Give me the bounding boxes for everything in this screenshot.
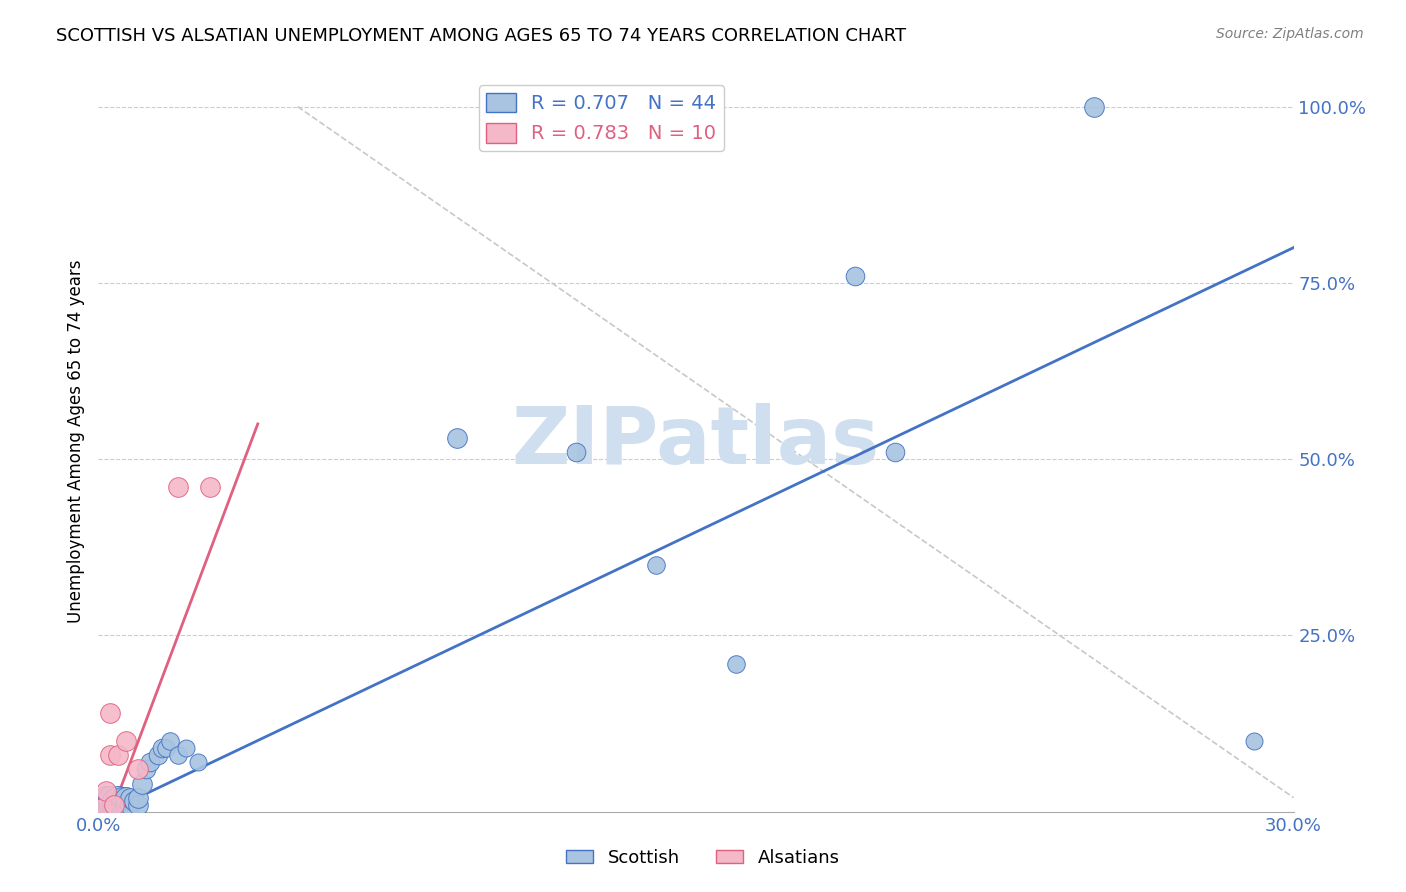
- Point: [135, 763, 157, 777]
- Point: [1243, 734, 1265, 748]
- Point: [103, 794, 125, 808]
- Point: [115, 790, 138, 805]
- Point: [120, 797, 142, 812]
- Point: [96, 801, 118, 815]
- Point: [120, 790, 142, 805]
- Point: [103, 797, 125, 812]
- Point: [645, 558, 668, 572]
- Point: [565, 445, 588, 459]
- Text: ZIPatlas: ZIPatlas: [512, 402, 880, 481]
- Point: [96, 790, 118, 805]
- Point: [155, 741, 177, 756]
- Point: [103, 801, 125, 815]
- Legend: R = 0.707   N = 44, R = 0.783   N = 10: R = 0.707 N = 44, R = 0.783 N = 10: [478, 85, 724, 151]
- Point: [107, 790, 129, 805]
- Point: [98, 790, 122, 805]
- Point: [446, 431, 468, 445]
- Point: [98, 797, 122, 812]
- Point: [91, 801, 114, 815]
- Point: [115, 734, 138, 748]
- Point: [96, 797, 118, 812]
- Point: [127, 790, 149, 805]
- Point: [111, 790, 134, 805]
- Point: [107, 748, 129, 763]
- Point: [107, 797, 129, 812]
- Point: [98, 794, 122, 808]
- Point: [131, 776, 153, 790]
- Point: [127, 763, 149, 777]
- Point: [103, 797, 125, 812]
- Point: [884, 445, 907, 459]
- Point: [150, 741, 173, 756]
- Point: [724, 657, 747, 671]
- Point: [111, 797, 134, 812]
- Point: [96, 783, 118, 797]
- Point: [107, 801, 129, 815]
- Point: [91, 794, 114, 808]
- Text: Source: ZipAtlas.com: Source: ZipAtlas.com: [1216, 27, 1364, 41]
- Point: [91, 801, 114, 815]
- Point: [187, 756, 209, 770]
- Point: [1083, 100, 1105, 114]
- Point: [98, 748, 122, 763]
- Point: [96, 794, 118, 808]
- Point: [98, 801, 122, 815]
- Point: [115, 797, 138, 812]
- Point: [139, 756, 162, 770]
- Point: [167, 748, 190, 763]
- Y-axis label: Unemployment Among Ages 65 to 74 years: Unemployment Among Ages 65 to 74 years: [66, 260, 84, 624]
- Point: [91, 797, 114, 812]
- Point: [148, 748, 170, 763]
- Text: SCOTTISH VS ALSATIAN UNEMPLOYMENT AMONG AGES 65 TO 74 YEARS CORRELATION CHART: SCOTTISH VS ALSATIAN UNEMPLOYMENT AMONG …: [56, 27, 907, 45]
- Point: [159, 734, 181, 748]
- Point: [127, 797, 149, 812]
- Point: [844, 268, 866, 283]
- Point: [124, 794, 146, 808]
- Point: [98, 706, 122, 720]
- Point: [198, 480, 221, 494]
- Legend: Scottish, Alsatians: Scottish, Alsatians: [560, 842, 846, 874]
- Point: [174, 741, 197, 756]
- Point: [167, 480, 190, 494]
